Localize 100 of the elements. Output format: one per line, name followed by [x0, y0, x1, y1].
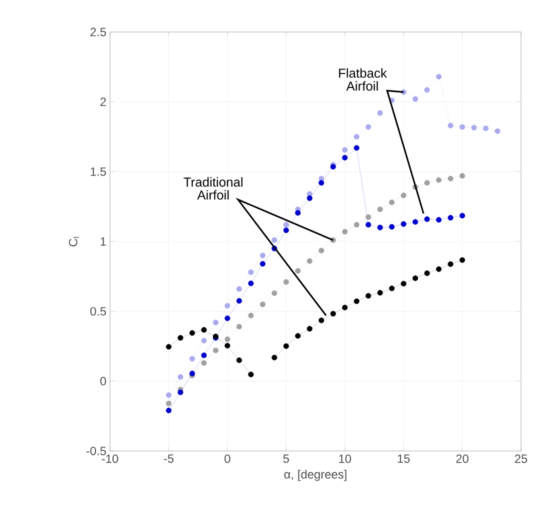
point — [295, 333, 301, 339]
point — [424, 270, 430, 276]
point — [248, 312, 254, 318]
y-tick-label: 0 — [100, 376, 106, 386]
point — [201, 338, 207, 344]
point — [318, 248, 324, 254]
x-tick-label: -10 — [102, 454, 118, 463]
point — [283, 279, 289, 285]
point — [260, 261, 266, 267]
point — [212, 348, 218, 354]
point — [354, 134, 360, 140]
x-tick-label: 0 — [224, 454, 230, 463]
point — [236, 324, 242, 330]
point — [236, 298, 242, 304]
y-axis-title: C$_{l}$ — [68, 237, 80, 246]
point — [342, 228, 348, 234]
point — [366, 214, 372, 220]
point — [460, 124, 466, 130]
point — [424, 87, 430, 93]
y-tick-label: 0.5 — [90, 307, 106, 316]
annotation: Traditional Airfoil — [184, 177, 242, 200]
point — [178, 390, 184, 396]
point — [224, 316, 230, 322]
point — [412, 275, 418, 282]
y-tick-label: 1 — [100, 237, 106, 246]
point — [166, 408, 172, 414]
point — [224, 342, 230, 348]
point — [166, 400, 172, 406]
point — [283, 228, 289, 234]
point — [400, 221, 406, 227]
point — [236, 357, 242, 363]
point — [248, 269, 254, 275]
point — [283, 343, 289, 349]
point — [260, 252, 266, 258]
point — [424, 216, 430, 222]
point — [342, 304, 348, 310]
point — [366, 293, 372, 299]
point — [354, 145, 360, 151]
point — [354, 298, 360, 304]
point — [354, 222, 360, 228]
point — [318, 318, 324, 324]
point — [494, 128, 500, 134]
point — [448, 261, 454, 267]
point — [471, 124, 477, 130]
x-axis-title: α, [degrees] — [284, 470, 346, 481]
x-tick-label: -5 — [164, 454, 174, 463]
point — [377, 290, 383, 296]
point — [224, 302, 230, 309]
annotation: Flatback Airfoil — [339, 68, 387, 91]
point — [460, 173, 466, 179]
point — [330, 310, 336, 316]
point — [272, 354, 278, 360]
point — [400, 192, 406, 198]
point — [201, 360, 207, 366]
x-tick-label: 10 — [339, 454, 352, 463]
point — [166, 344, 172, 350]
point — [189, 330, 195, 336]
y-tick-label: -0.5 — [86, 446, 106, 456]
point — [377, 110, 383, 116]
point — [189, 356, 195, 362]
point — [166, 392, 172, 398]
point — [400, 280, 406, 286]
point — [306, 195, 312, 201]
point — [482, 126, 489, 132]
point — [272, 237, 278, 243]
x-tick-label: 20 — [456, 454, 468, 463]
point — [389, 286, 395, 292]
point — [318, 180, 324, 186]
point — [424, 180, 430, 186]
point — [366, 124, 372, 130]
point — [377, 224, 383, 230]
y-tick-label: 2.5 — [90, 28, 106, 36]
point — [436, 74, 442, 80]
y-tick-label: 2 — [100, 98, 106, 106]
point — [330, 164, 336, 170]
point — [436, 266, 442, 272]
point — [224, 336, 230, 342]
point — [389, 224, 395, 230]
point — [248, 280, 254, 286]
point — [201, 352, 207, 358]
y-tick-label: 1.5 — [90, 167, 106, 176]
point — [260, 302, 266, 308]
point — [412, 96, 418, 102]
point — [295, 268, 301, 274]
point — [460, 212, 466, 218]
point — [212, 320, 218, 326]
point — [389, 200, 395, 206]
x-tick-label: 25 — [514, 454, 528, 463]
point — [272, 290, 278, 296]
point — [448, 122, 454, 128]
point — [342, 147, 348, 153]
point — [412, 219, 418, 225]
x-tick-label: 15 — [398, 454, 410, 463]
point — [342, 154, 348, 160]
point — [377, 206, 383, 212]
point — [201, 327, 207, 333]
point — [460, 257, 466, 263]
point — [295, 210, 301, 216]
point — [283, 222, 289, 228]
point — [248, 372, 254, 378]
